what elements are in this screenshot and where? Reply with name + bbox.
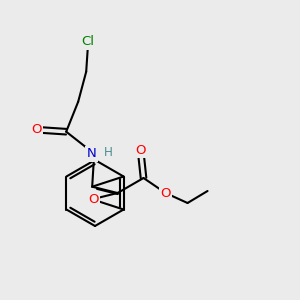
Text: O: O — [160, 187, 171, 200]
Text: H: H — [104, 146, 113, 159]
Text: O: O — [88, 193, 98, 206]
Text: O: O — [31, 123, 41, 136]
Text: Cl: Cl — [82, 35, 95, 48]
Text: N: N — [86, 147, 96, 160]
Text: O: O — [135, 143, 146, 157]
